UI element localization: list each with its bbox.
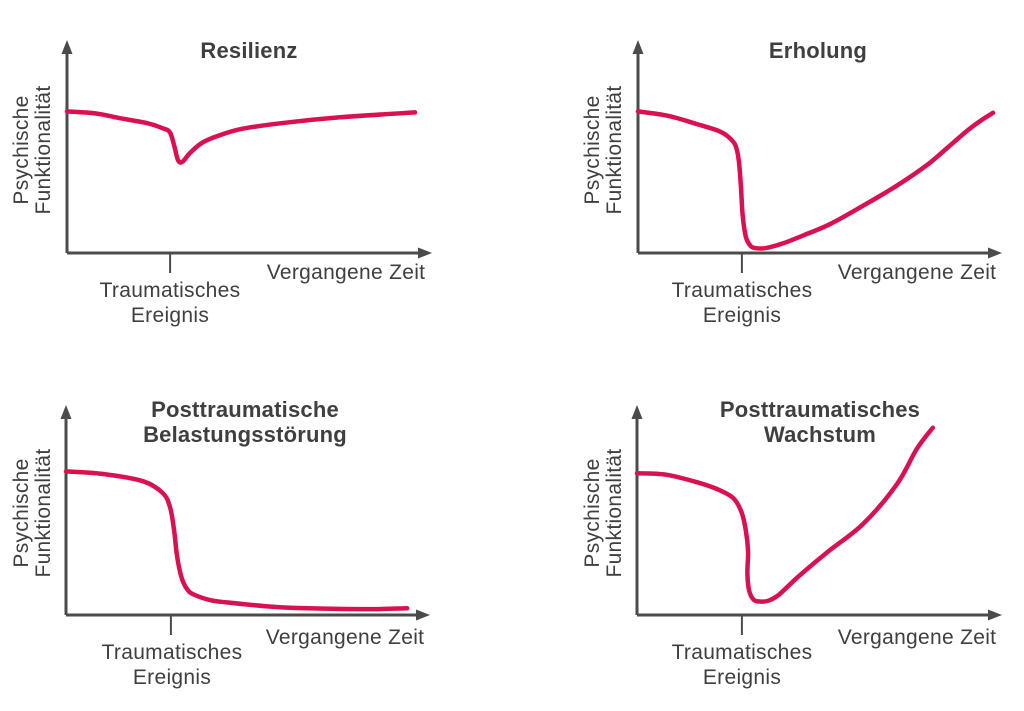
y-label-line: Funktionalität xyxy=(32,448,55,578)
y-axis-label-ptbs: Psychische Funktionalität xyxy=(10,448,55,578)
title-line: Posttraumatische xyxy=(151,397,339,422)
y-label-line: Funktionalität xyxy=(603,85,626,215)
y-axis-label-resilienz: Psychische Funktionalität xyxy=(10,85,55,215)
y-label-line: Psychische xyxy=(10,458,33,568)
y-axis-arrowhead-erholung xyxy=(632,40,644,54)
x-axis-arrowhead-resilienz xyxy=(418,247,432,259)
x-label-text: Vergangene Zeit xyxy=(837,626,997,649)
curve-resilienz xyxy=(64,109,418,165)
y-axis-label-erholung: Psychische Funktionalität xyxy=(581,85,626,215)
chart-title-ptbs: Posttraumatische Belastungsstörung xyxy=(143,397,347,447)
x-axis-arrowhead-ptbs xyxy=(416,609,430,621)
y-axis-arrowhead-ptbs xyxy=(60,405,72,419)
x-label-text: Vergangene Zeit xyxy=(266,261,426,284)
chart-title-wachstum: Posttraumatisches Wachstum xyxy=(720,397,920,447)
title-line: Posttraumatisches xyxy=(719,397,921,422)
event-label-line: Traumatisches xyxy=(671,641,813,664)
title-line: Resilienz xyxy=(200,38,298,63)
chart-title-erholung: Erholung xyxy=(769,38,867,63)
chart-title-resilienz: Resilienz xyxy=(200,38,297,63)
x-axis-arrowhead-erholung xyxy=(988,247,1002,259)
y-label-line: Psychische xyxy=(581,458,604,568)
x-axis-label-erholung: Vergangene Zeit xyxy=(838,261,997,285)
y-axis-arrowhead-wachstum xyxy=(631,405,643,419)
x-label-text: Vergangene Zeit xyxy=(265,626,425,649)
curve-erholung xyxy=(635,109,996,251)
event-label-line: Ereignis xyxy=(702,304,782,327)
event-label-line: Ereignis xyxy=(132,666,212,689)
event-label-line: Traumatisches xyxy=(101,641,243,664)
y-label-line: Funktionalität xyxy=(32,85,55,215)
y-label-line: Psychische xyxy=(10,95,33,205)
x-axis-arrowhead-wachstum xyxy=(988,609,1002,621)
event-label-erholung: Traumatisches Ereignis xyxy=(672,278,813,328)
title-line: Belastungsstörung xyxy=(143,422,347,447)
y-axis-arrowhead-resilienz xyxy=(61,40,73,54)
x-axis-label-resilienz: Vergangene Zeit xyxy=(267,261,426,285)
title-line: Erholung xyxy=(768,38,868,63)
event-label-line: Ereignis xyxy=(702,666,782,689)
y-label-line: Psychische xyxy=(581,95,604,205)
event-label-line: Ereignis xyxy=(130,304,210,327)
y-label-line: Funktionalität xyxy=(603,448,626,578)
y-axis-label-wachstum: Psychische Funktionalität xyxy=(581,448,626,578)
event-label-line: Traumatisches xyxy=(99,279,241,302)
x-label-text: Vergangene Zeit xyxy=(837,261,997,284)
event-label-ptbs: Traumatisches Ereignis xyxy=(102,640,243,690)
event-label-line: Traumatisches xyxy=(671,279,813,302)
event-label-wachstum: Traumatisches Ereignis xyxy=(672,640,813,690)
curve-wachstum xyxy=(634,425,936,604)
x-axis-label-wachstum: Vergangene Zeit xyxy=(838,626,997,650)
curve-ptbs xyxy=(63,469,410,612)
title-line: Wachstum xyxy=(763,422,877,447)
event-label-resilienz: Traumatisches Ereignis xyxy=(100,278,241,328)
x-axis-label-ptbs: Vergangene Zeit xyxy=(266,626,425,650)
